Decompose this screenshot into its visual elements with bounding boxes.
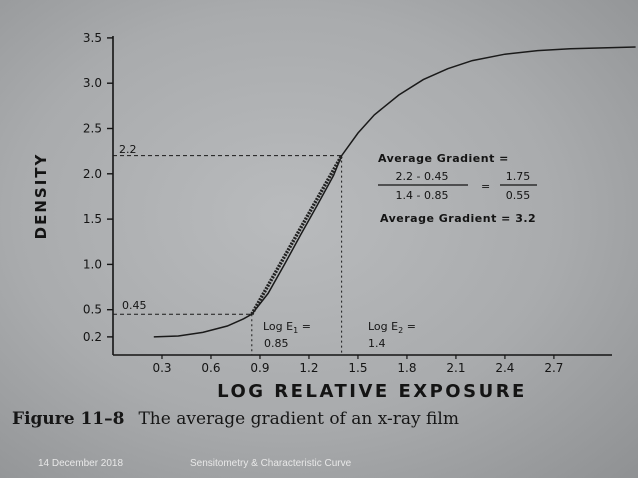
y-tick-label: 2.5	[83, 122, 102, 136]
x-axis-title: LOG RELATIVE EXPOSURE	[217, 381, 527, 402]
x-tick-label: 1.8	[397, 361, 416, 375]
equals-sign: =	[481, 180, 490, 193]
x-tick-label: 2.1	[446, 361, 465, 375]
y-tick-label: 2.0	[83, 167, 102, 181]
log-e1-value: 0.85	[264, 337, 289, 350]
y-axis-title: DENSITY	[32, 153, 50, 240]
footer-date: 14 December 2018	[38, 458, 124, 469]
fraction2-denominator: 0.55	[506, 189, 531, 202]
x-tick-label: 2.4	[495, 361, 514, 375]
x-tick-label: 1.5	[348, 361, 367, 375]
avg-gradient-result: Average Gradient = 3.2	[380, 212, 536, 225]
x-tick-label: 1.2	[299, 361, 318, 375]
y-tick-label: 1.5	[83, 212, 102, 226]
y-tick-label: 3.0	[83, 76, 102, 90]
y-high-label: 2.2	[119, 143, 137, 156]
avg-gradient-label: Average Gradient =	[378, 152, 509, 165]
footer-title: Sensitometry & Characteristic Curve	[190, 458, 352, 469]
ticks: 0.20.51.01.52.02.53.03.50.3 0.6 0.9 1.2 1.5 1…	[83, 31, 564, 375]
figure-caption-text: The average gradient of an x-ray film	[138, 409, 459, 429]
figure-number: Figure 11–8	[12, 409, 125, 429]
y-low-label: 0.45	[122, 299, 147, 312]
x-tick-label: 0.3	[152, 361, 171, 375]
reference-lines	[113, 155, 343, 355]
log-e2-label: Log E2 =	[368, 320, 416, 335]
y-tick-label: 1.0	[83, 257, 102, 271]
x-tick-label: 0.6	[201, 361, 220, 375]
y-tick-label: 3.5	[83, 31, 102, 45]
fraction1-denominator: 1.4 - 0.85	[396, 189, 449, 202]
x-tick-label: 2.7	[544, 361, 563, 375]
fraction2-numerator: 1.75	[506, 170, 531, 183]
log-e2-value: 1.4	[368, 337, 386, 350]
fraction1-numerator: 2.2 - 0.45	[396, 170, 449, 183]
log-e1-label: Log E1 =	[263, 320, 311, 335]
y-tick-label: 0.5	[83, 303, 102, 317]
characteristic-curve	[153, 46, 636, 338]
x-tick-label: 0.9	[250, 361, 269, 375]
y-tick-label: 0.2	[83, 330, 102, 344]
figure-caption: Figure 11–8 The average gradient of an x-…	[12, 410, 632, 429]
average-gradient-line	[250, 154, 344, 316]
